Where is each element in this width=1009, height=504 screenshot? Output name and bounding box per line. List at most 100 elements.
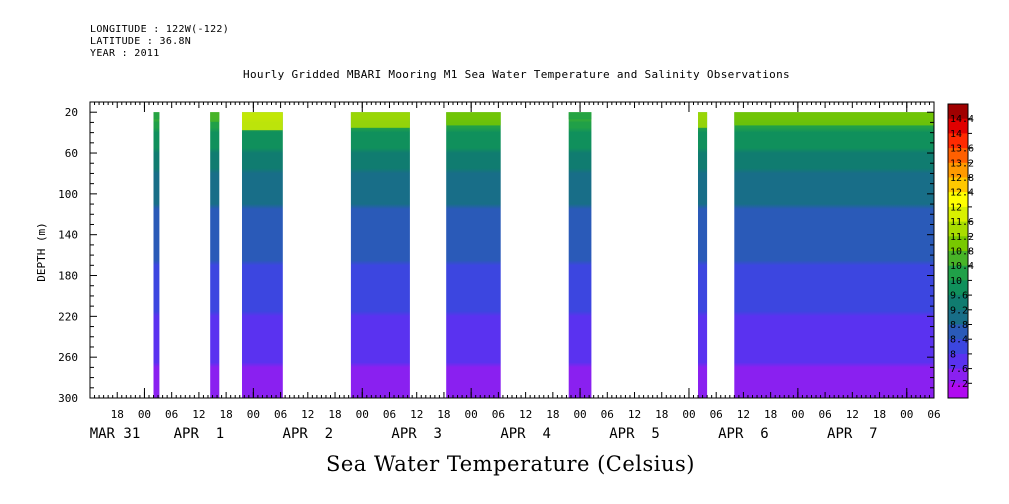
x-date-label: APR 7 bbox=[827, 426, 878, 442]
colorbar-swatch bbox=[948, 118, 968, 134]
colorbar-swatch bbox=[948, 309, 968, 325]
colorbar-swatch bbox=[948, 162, 968, 178]
y-axis-label: DEPTH (m) bbox=[35, 222, 48, 282]
x-hour-label: 18 bbox=[655, 408, 668, 421]
y-tick-label: 260 bbox=[58, 351, 78, 364]
x-hour-label: 18 bbox=[220, 408, 233, 421]
surface-warm-layer-3 bbox=[242, 112, 283, 131]
colorbar-label: 9.2 bbox=[950, 305, 968, 316]
colorbar-label: 11.2 bbox=[950, 232, 974, 243]
data-segment-6 bbox=[568, 112, 592, 398]
colorbar-swatch bbox=[948, 177, 968, 193]
colorbar-swatch bbox=[948, 206, 968, 222]
colorbar-swatch bbox=[948, 192, 968, 208]
colorbar-swatch bbox=[948, 295, 968, 311]
colorbar-swatch bbox=[948, 104, 968, 120]
surface-warm-layer-6 bbox=[568, 112, 592, 120]
data-segment-2 bbox=[210, 112, 220, 398]
colorbar-label: 12.8 bbox=[950, 173, 974, 184]
x-hour-label: 06 bbox=[492, 408, 505, 421]
colorbar-swatch bbox=[948, 339, 968, 355]
colorbar-label: 10.4 bbox=[950, 261, 974, 272]
y-tick-label: 140 bbox=[58, 229, 78, 242]
x-hour-label: 12 bbox=[301, 408, 314, 421]
x-hour-label: 06 bbox=[818, 408, 831, 421]
chart-title: Hourly Gridded MBARI Mooring M1 Sea Wate… bbox=[243, 68, 790, 81]
x-hour-label: 00 bbox=[791, 408, 804, 421]
colorbar-label: 7.2 bbox=[950, 379, 968, 390]
surface-warm-layer-8 bbox=[734, 112, 934, 126]
y-tick-label: 300 bbox=[58, 392, 78, 405]
data-segment-7 bbox=[698, 112, 708, 398]
y-tick-label: 220 bbox=[58, 310, 78, 323]
y-tick-label: 180 bbox=[58, 270, 78, 283]
x-hour-label: 00 bbox=[356, 408, 369, 421]
y-tick-label: 20 bbox=[65, 106, 78, 119]
x-hour-label: 00 bbox=[138, 408, 151, 421]
colorbar-swatch bbox=[948, 324, 968, 340]
y-tick-label: 60 bbox=[65, 147, 78, 160]
data-segment-3 bbox=[242, 112, 283, 398]
colorbar-swatch bbox=[948, 383, 968, 399]
x-hour-label: 06 bbox=[274, 408, 287, 421]
x-hour-label: 06 bbox=[165, 408, 178, 421]
data-segment-1 bbox=[153, 112, 160, 398]
x-hour-label: 18 bbox=[546, 408, 559, 421]
y-tick-label: 100 bbox=[58, 188, 78, 201]
x-date-label: APR 2 bbox=[283, 426, 334, 442]
colorbar-swatch bbox=[948, 221, 968, 237]
colorbar-label: 10 bbox=[950, 276, 962, 287]
x-hour-label: 18 bbox=[111, 408, 124, 421]
x-date-label: MAR 31 bbox=[90, 426, 141, 442]
colorbar-label: 12.4 bbox=[950, 188, 974, 199]
colorbar-swatch bbox=[948, 236, 968, 252]
colorbar-label: 8.8 bbox=[950, 320, 968, 331]
data-segment-5 bbox=[446, 112, 501, 398]
colorbar-label: 14.4 bbox=[950, 114, 974, 125]
x-date-label: APR 5 bbox=[609, 426, 660, 442]
colorbar-swatch bbox=[948, 280, 968, 296]
colorbar-label: 7.6 bbox=[950, 364, 968, 375]
colorbar-label: 9.6 bbox=[950, 291, 968, 302]
x-hour-label: 12 bbox=[628, 408, 641, 421]
x-hour-label: 00 bbox=[682, 408, 695, 421]
surface-warm-layer-1 bbox=[153, 112, 160, 120]
x-hour-label: 00 bbox=[900, 408, 913, 421]
colorbar-label: 8 bbox=[950, 349, 956, 360]
year-label: YEAR : 2011 bbox=[90, 48, 160, 59]
surface-warm-layer-4 bbox=[350, 112, 410, 128]
colorbar-swatch bbox=[948, 148, 968, 164]
colorbar-label: 14 bbox=[950, 129, 962, 140]
x-hour-label: 18 bbox=[764, 408, 777, 421]
x-hour-label: 00 bbox=[465, 408, 478, 421]
surface-warm-layer-5 bbox=[446, 112, 501, 126]
x-hour-label: 00 bbox=[573, 408, 586, 421]
data-segment-8 bbox=[734, 112, 934, 398]
surface-warm-layer-2 bbox=[210, 112, 220, 122]
x-hour-label: 06 bbox=[601, 408, 614, 421]
colorbar-label: 8.4 bbox=[950, 335, 968, 346]
colorbar-swatch bbox=[948, 133, 968, 149]
colorbar-label: 10.8 bbox=[950, 247, 974, 258]
x-date-label: APR 3 bbox=[391, 426, 442, 442]
x-hour-label: 06 bbox=[927, 408, 940, 421]
colorbar-label: 13.6 bbox=[950, 144, 974, 155]
x-hour-label: 00 bbox=[247, 408, 260, 421]
x-hour-label: 18 bbox=[437, 408, 450, 421]
x-hour-label: 18 bbox=[873, 408, 886, 421]
x-date-label: APR 6 bbox=[718, 426, 769, 442]
latitude-label: LATITUDE : 36.8N bbox=[90, 36, 192, 47]
variable-title: Sea Water Temperature (Celsius) bbox=[325, 452, 695, 476]
x-hour-label: 06 bbox=[383, 408, 396, 421]
colorbar-swatch bbox=[948, 251, 968, 267]
colorbar-label: 12 bbox=[950, 202, 962, 213]
x-hour-label: 12 bbox=[519, 408, 532, 421]
x-hour-label: 12 bbox=[410, 408, 423, 421]
x-hour-label: 12 bbox=[737, 408, 750, 421]
x-hour-label: 06 bbox=[710, 408, 723, 421]
longitude-label: LONGITUDE : 122W(-122) bbox=[90, 24, 230, 35]
x-date-label: APR 4 bbox=[500, 426, 551, 442]
x-hour-label: 12 bbox=[192, 408, 205, 421]
colorbar-swatch bbox=[948, 368, 968, 384]
x-hour-label: 12 bbox=[846, 408, 859, 421]
